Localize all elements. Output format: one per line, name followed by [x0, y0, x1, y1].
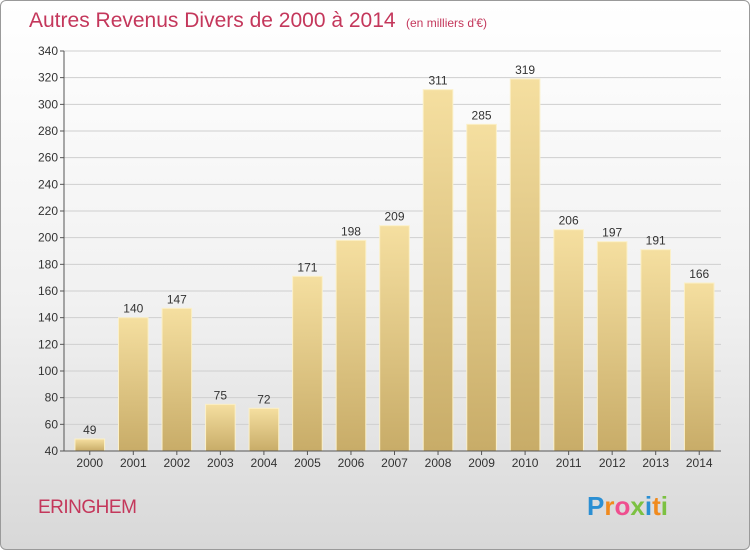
x-tick-label: 2000	[76, 456, 103, 470]
y-tick-label: 160	[38, 284, 58, 298]
bar-value-label: 147	[167, 292, 187, 306]
bar	[553, 229, 584, 452]
bar-value-label: 166	[689, 267, 709, 281]
x-tick-label: 2009	[468, 456, 495, 470]
logo-letter: o	[614, 491, 631, 521]
bar-value-label: 311	[428, 74, 447, 88]
bar	[422, 89, 454, 452]
bar	[74, 438, 106, 452]
bar-value-label: 191	[646, 234, 666, 248]
x-tick-label: 2012	[599, 456, 626, 470]
y-tick-label: 100	[38, 364, 58, 378]
y-tick-label: 140	[38, 311, 58, 325]
bar-value-label: 72	[257, 392, 271, 406]
bar	[161, 307, 193, 452]
y-tick-label: 120	[38, 337, 58, 351]
bar-value-label: 49	[83, 423, 97, 437]
bar	[683, 282, 715, 452]
bar	[117, 317, 149, 452]
x-tick-label: 2002	[163, 456, 190, 470]
y-tick-label: 240	[38, 177, 58, 191]
bar-value-label: 198	[341, 224, 361, 238]
y-tick-label: 280	[38, 124, 58, 138]
y-tick-label: 320	[38, 71, 58, 85]
bar	[205, 403, 236, 452]
x-tick-label: 2004	[251, 456, 278, 470]
logo-letter: r	[604, 491, 615, 521]
bar	[596, 241, 628, 452]
x-tick-label: 2003	[207, 456, 234, 470]
bar	[466, 123, 497, 452]
bar	[509, 78, 541, 452]
chart-title-block: Autres Revenus Divers de 2000 à 2014 (en…	[29, 9, 487, 33]
logo-letter: i	[644, 491, 653, 521]
x-tick-label: 2010	[512, 456, 539, 470]
x-tick-label: 2006	[338, 456, 365, 470]
chart-title: Autres Revenus Divers de 2000 à 2014	[29, 9, 396, 32]
x-tick-label: 2007	[381, 456, 408, 470]
bar-value-label: 209	[384, 210, 404, 224]
y-tick-label: 220	[38, 204, 58, 218]
x-tick-label: 2011	[556, 456, 582, 470]
bar-value-label: 75	[214, 388, 228, 402]
x-tick-label: 2005	[294, 456, 321, 470]
y-tick-label: 300	[38, 97, 58, 111]
bar	[248, 407, 280, 452]
bar-value-label: 319	[515, 63, 535, 77]
y-tick-label: 200	[38, 231, 58, 245]
proxiti-logo: Proxiti	[587, 491, 668, 522]
x-axis-ticks: 2000 2001 2002 2003 2004 2005 2006 2007 2008 2009…	[76, 451, 713, 470]
x-tick-label: 2014	[686, 456, 713, 470]
y-axis-ticks: 40 60 80 100 120 140 160 180 200 220 240 260 280 300 3…	[38, 44, 64, 458]
bar-value-label: 285	[472, 108, 492, 122]
bar	[292, 275, 323, 452]
bars	[74, 78, 715, 452]
bar	[640, 249, 672, 452]
x-tick-label: 2008	[425, 456, 452, 470]
bar-value-label: 206	[559, 214, 579, 228]
bar	[379, 225, 410, 452]
x-tick-label: 2001	[120, 456, 147, 470]
y-tick-label: 180	[38, 257, 58, 271]
logo-letter: P	[587, 491, 605, 521]
bar-value-label: 197	[602, 226, 622, 240]
y-tick-label: 60	[45, 417, 59, 431]
y-tick-label: 80	[45, 391, 59, 405]
logo-letter: x	[630, 491, 645, 521]
chart-unit-label: (en milliers d'€)	[406, 16, 487, 30]
value-labels: 49 140 147 75 72 171 198 209 311 285 319 206 197 191 1…	[83, 63, 709, 437]
bar-value-label: 171	[297, 260, 317, 274]
logo-letter: t	[652, 491, 661, 521]
x-tick-label: 2013	[642, 456, 669, 470]
y-tick-label: 260	[38, 151, 58, 165]
commune-name: ERINGHEM	[38, 497, 137, 518]
logo-letter: i	[660, 491, 668, 521]
bar	[335, 239, 367, 452]
y-tick-label: 340	[38, 44, 58, 58]
y-tick-label: 40	[45, 444, 59, 458]
bar-value-label: 140	[123, 302, 143, 316]
